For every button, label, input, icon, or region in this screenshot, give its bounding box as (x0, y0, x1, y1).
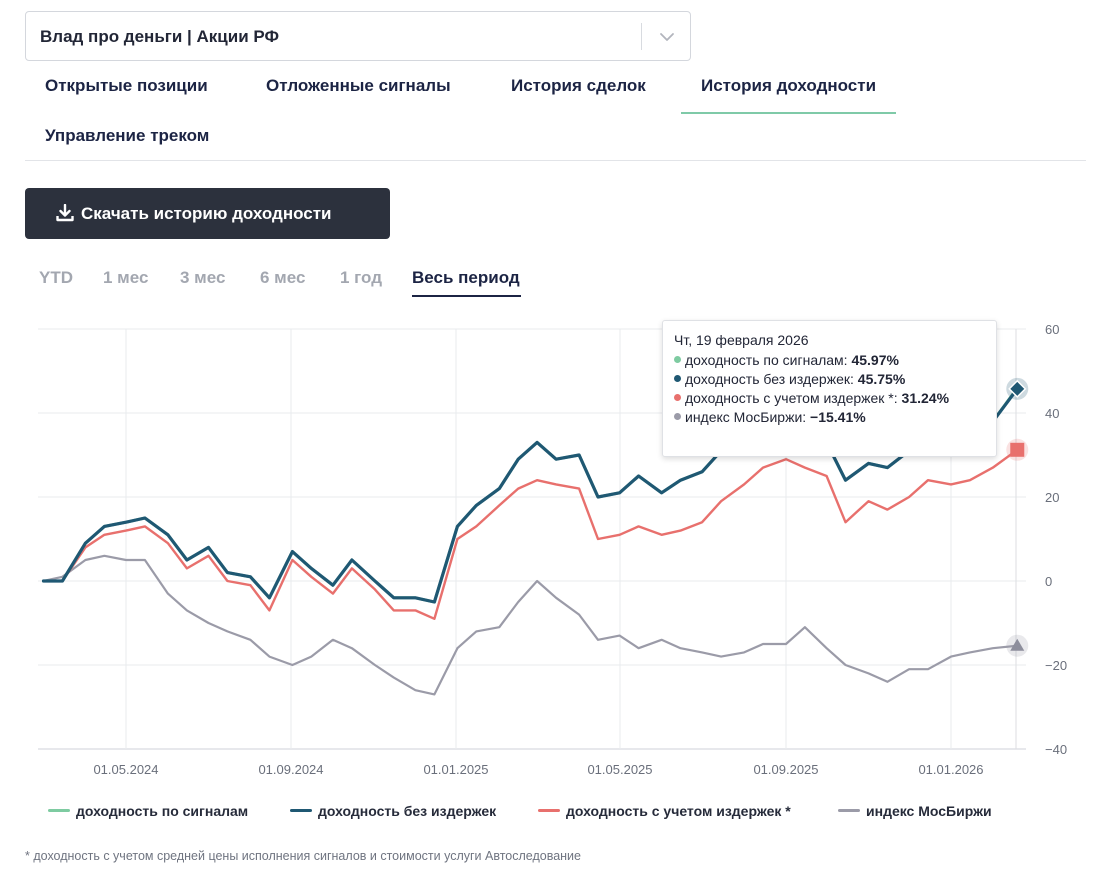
legend-swatch-with-costs (538, 809, 560, 812)
tooltip-dot-index (674, 413, 681, 420)
x-tick-label: 01.09.2024 (258, 762, 323, 777)
chevron-down-icon[interactable] (656, 26, 678, 48)
tooltip-value-no-costs: 45.75% (857, 371, 906, 387)
x-tick-label: 01.01.2025 (423, 762, 488, 777)
select-separator (641, 23, 642, 50)
series-line-index (42, 554, 1019, 696)
track-select[interactable]: Влад про деньги | Акции РФ (25, 11, 691, 61)
legend-item-with-costs[interactable]: доходность с учетом издержек * (538, 803, 791, 819)
x-axis-ticks: 01.05.2024 01.09.2024 01.01.2025 01.05.2025… (93, 762, 983, 777)
x-tick-label: 01.05.2025 (587, 762, 652, 777)
tooltip-value-index: −15.41% (810, 409, 866, 425)
footnote: * доходность с учетом средней цены испол… (25, 849, 581, 863)
tooltip-label-no-costs: доходность без издержек: (685, 371, 854, 387)
tooltip-label-with-costs: доходность с учетом издержек *: (685, 390, 898, 406)
x-tick-label: 01.05.2024 (93, 762, 158, 777)
tooltip-dot-signals (674, 356, 681, 363)
tooltip-label-index: индекс МосБиржи: (685, 409, 807, 425)
tab-open-positions[interactable]: Открытые позиции (45, 76, 208, 95)
tooltip-dot-no-costs (674, 375, 681, 382)
legend-label-index: индекс МосБиржи (866, 803, 992, 819)
period-1-month[interactable]: 1 мес (103, 268, 149, 287)
y-tick-label: 40 (1045, 406, 1059, 421)
chart-markers (1006, 377, 1029, 657)
download-icon (56, 204, 74, 222)
legend-label-with-costs: доходность с учетом издержек * (566, 803, 791, 819)
download-history-button[interactable]: Скачать историю доходности (25, 188, 390, 239)
tab-track-management[interactable]: Управление треком (45, 126, 210, 145)
tooltip-date: Чт, 19 февраля 2026 (674, 332, 809, 348)
y-tick-label: −40 (1045, 742, 1067, 757)
marker-index (1010, 638, 1025, 651)
legend-item-no-costs[interactable]: доходность без издержек (290, 803, 496, 819)
period-ytd[interactable]: YTD (39, 268, 73, 287)
tooltip-row-signals: доходность по сигналам: 45.97% (674, 352, 996, 371)
marker-with-costs (1010, 442, 1025, 457)
tab-bar: Открытые позиции Отложенные сигналы Исто… (25, 61, 1086, 161)
period-1-year[interactable]: 1 год (340, 268, 382, 287)
y-axis-ticks: 60 40 20 0 −20 −40 (1045, 322, 1067, 757)
legend-item-index[interactable]: индекс МосБиржи (838, 803, 992, 819)
chart-legend: доходность по сигналам доходность без из… (48, 803, 1048, 823)
series-line-with-costs (42, 448, 1019, 620)
marker-no-costs (1008, 379, 1027, 398)
download-history-label: Скачать историю доходности (81, 204, 332, 223)
chart-series (41, 386, 1019, 696)
legend-swatch-index (838, 809, 860, 812)
legend-swatch-signals (48, 809, 70, 812)
tooltip-row-with-costs: доходность с учетом издержек *: 31.24% (674, 390, 996, 409)
x-tick-label: 01.09.2025 (753, 762, 818, 777)
y-tick-label: −20 (1045, 658, 1067, 673)
tooltip-row-no-costs: доходность без издержек: 45.75% (674, 371, 996, 390)
period-all[interactable]: Весь период (412, 268, 521, 297)
y-tick-label: 0 (1045, 574, 1052, 589)
tab-pending-signals[interactable]: Отложенные сигналы (266, 76, 451, 95)
series-line-no-costs (41, 387, 1019, 604)
y-tick-label: 60 (1045, 322, 1059, 337)
tooltip-value-signals: 45.97% (851, 352, 899, 368)
tooltip-label-signals: доходность по сигналам: (685, 352, 848, 368)
legend-item-signals[interactable]: доходность по сигналам (48, 803, 248, 819)
period-selector: YTD 1 мес 3 мес 6 мес 1 год Весь период (0, 266, 600, 297)
tooltip-value-with-costs: 31.24% (901, 390, 950, 406)
tooltip-dot-with-costs (674, 394, 681, 401)
legend-swatch-no-costs (290, 809, 312, 812)
tooltip-row-index: индекс МосБиржи: −15.41% (674, 409, 996, 428)
x-tick-label: 01.01.2026 (918, 762, 983, 777)
y-tick-label: 20 (1045, 490, 1059, 505)
tab-trade-history[interactable]: История сделок (511, 76, 646, 95)
legend-label-no-costs: доходность без издержек (318, 803, 497, 819)
chart-tooltip: Чт, 19 февраля 2026 доходность по сигнал… (662, 320, 997, 457)
tab-returns-history[interactable]: История доходности (680, 76, 897, 114)
period-6-months[interactable]: 6 мес (260, 268, 306, 287)
track-select-value: Влад про деньги | Акции РФ (40, 27, 279, 46)
period-3-months[interactable]: 3 мес (180, 268, 226, 287)
legend-label-signals: доходность по сигналам (76, 803, 249, 819)
